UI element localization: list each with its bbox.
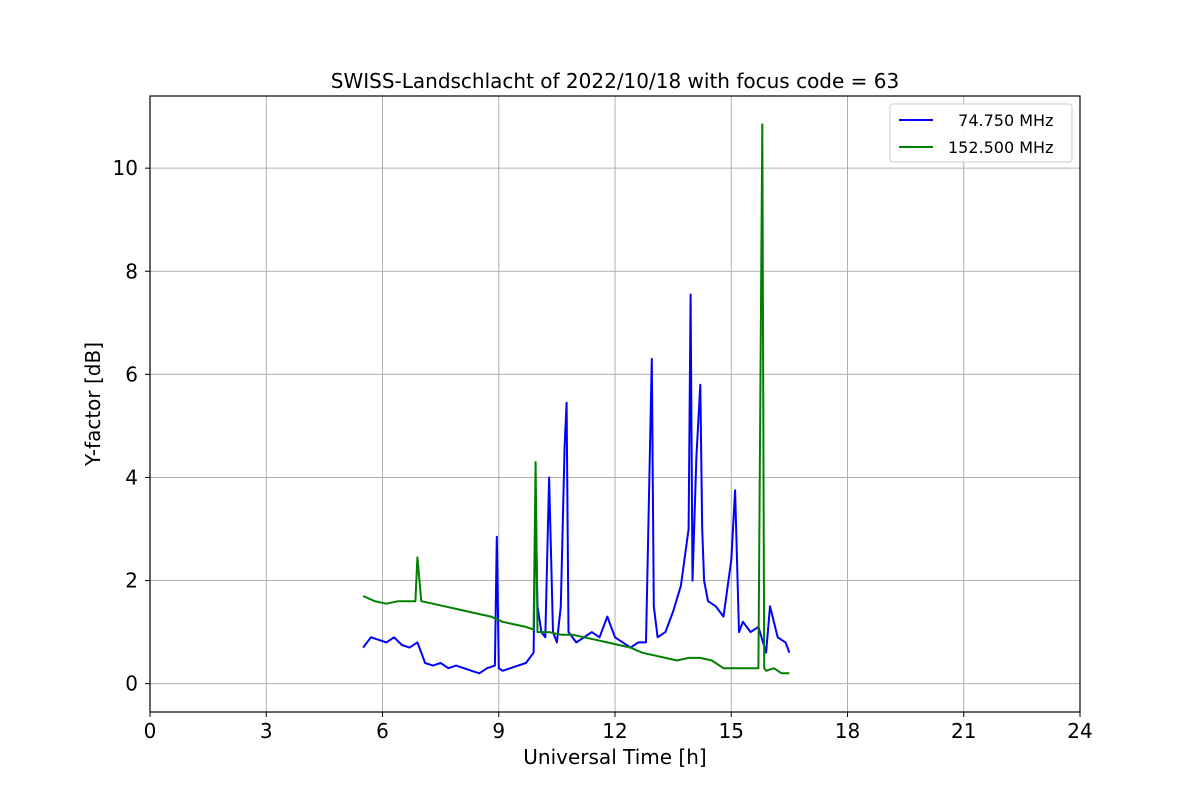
- x-tick-label-7: 21: [951, 719, 976, 743]
- y-tick-label-4: 8: [125, 259, 138, 283]
- x-tick-label-5: 15: [719, 719, 744, 743]
- legend-label-1: 152.500 MHz: [948, 138, 1053, 157]
- series-line-0: [362, 293, 791, 675]
- legend: 74.750 MHz 152.500 MHz: [889, 103, 1073, 163]
- legend-label-0: 74.750 MHz: [948, 111, 1053, 130]
- y-tick-label-0: 0: [125, 672, 138, 696]
- y-tick-label-3: 6: [125, 362, 138, 386]
- series-line-1: [362, 123, 790, 675]
- x-tick-label-2: 6: [376, 719, 389, 743]
- y-tick-label-2: 4: [125, 465, 138, 489]
- x-axis-label: Universal Time [h]: [523, 745, 706, 769]
- x-tick-label-6: 18: [835, 719, 860, 743]
- x-tick-label-1: 3: [260, 719, 273, 743]
- chart-title: SWISS-Landschlacht of 2022/10/18 with fo…: [331, 69, 899, 93]
- x-tick-label-0: 0: [144, 719, 157, 743]
- y-tick-label-1: 2: [125, 569, 138, 593]
- y-axis-label: Y-factor [dB]: [81, 342, 105, 467]
- x-tick-label-8: 24: [1067, 719, 1092, 743]
- x-tick-label-3: 9: [492, 719, 505, 743]
- grid-layer: [149, 96, 1081, 712]
- series-layer: [362, 123, 791, 675]
- legend-box: [889, 103, 1073, 163]
- y-tick-label-5: 10: [113, 156, 138, 180]
- x-tick-label-4: 12: [602, 719, 627, 743]
